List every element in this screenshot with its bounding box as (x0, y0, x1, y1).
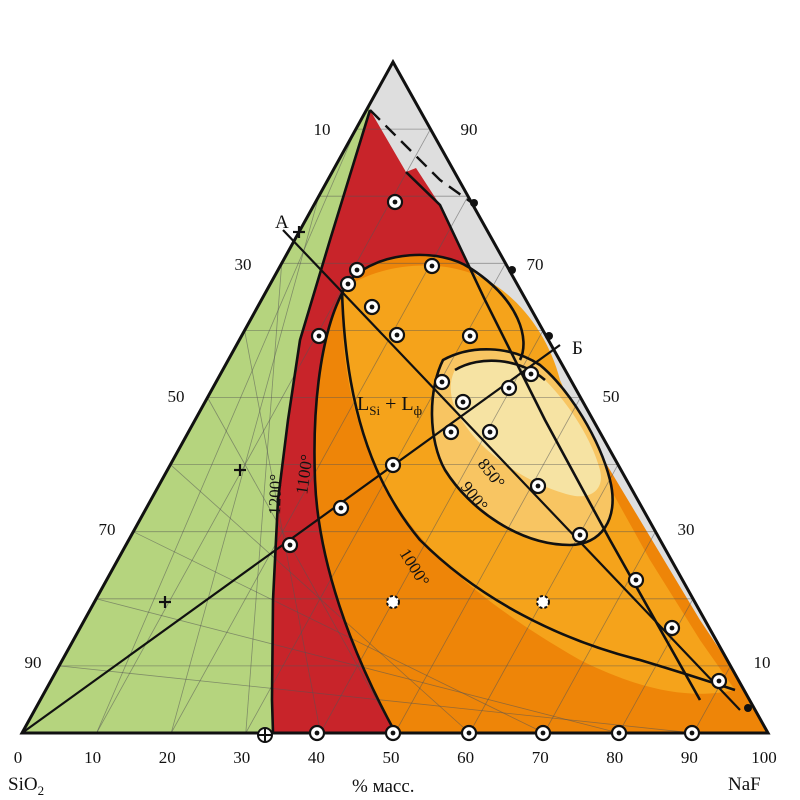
left-tick-label: 10 (314, 120, 331, 139)
experimental-point-center (392, 199, 398, 205)
right-tick-label: 10 (754, 653, 771, 672)
experimental-point-center (528, 371, 534, 377)
bottom-tick-label: 50 (383, 748, 400, 767)
experimental-point-center (669, 625, 675, 631)
experimental-point-center (390, 730, 396, 736)
experimental-point-center (354, 267, 360, 273)
isotherm-850-curve (430, 348, 614, 547)
right-tick-label: 90 (461, 120, 478, 139)
experimental-point-center (577, 532, 583, 538)
special-point (386, 595, 400, 609)
grid-line (394, 397, 581, 733)
left-tick-label: 30 (235, 255, 252, 274)
isotherm-1200-label: 1200° (265, 474, 285, 515)
right-tick-labels: 10 30 50 70 90 (461, 120, 771, 672)
experimental-point-center (429, 263, 435, 269)
bottom-tick-label: 80 (606, 748, 623, 767)
experimental-point-center (506, 385, 512, 391)
grid-line (207, 397, 396, 733)
dot-4 (744, 704, 752, 712)
bottom-tick-label: 20 (159, 748, 176, 767)
component-right-label: NaF (728, 774, 761, 795)
crossed-point-mark (258, 728, 272, 742)
experimental-point-center (540, 730, 546, 736)
right-tick-label: 70 (527, 255, 544, 274)
experimental-points (257, 193, 728, 743)
dot-2 (508, 266, 516, 274)
bottom-tick-label: 60 (457, 748, 474, 767)
experimental-point-center (287, 542, 293, 548)
left-tick-label: 70 (99, 520, 116, 539)
pale-yellow-region (450, 360, 601, 497)
experimental-point-center (633, 577, 639, 583)
isotherm-curves (270, 109, 736, 734)
bottom-tick-labels: 0 10 20 30 40 50 60 70 80 90 100 (14, 748, 777, 767)
isotherm-1000-curve (313, 253, 525, 733)
triangle-grid (59, 128, 731, 733)
experimental-point-center (535, 483, 541, 489)
experimental-point-center (460, 399, 466, 405)
field-label: LSi + Lф (357, 393, 422, 418)
boundary-dots (470, 199, 752, 712)
red-boundary (405, 171, 702, 701)
experimental-point-center (487, 429, 493, 435)
point-label-b: Б (572, 338, 583, 359)
liquidus-boundary (270, 109, 372, 734)
dashed-boundary (369, 109, 476, 206)
grid-line (543, 531, 656, 733)
grid-line (170, 464, 470, 733)
grid-line (59, 665, 694, 733)
experimental-point-center (390, 462, 396, 468)
bottom-tick-label: 70 (532, 748, 549, 767)
dot-3 (545, 332, 553, 340)
bottom-tick-label: 30 (233, 748, 250, 767)
special-point (536, 595, 550, 609)
experimental-point-center (369, 304, 375, 310)
experimental-point-center (716, 678, 722, 684)
grid-line (96, 598, 619, 733)
experimental-point-center (338, 505, 344, 511)
experimental-point-center (316, 333, 322, 339)
point-label-a: А (275, 212, 289, 233)
experimental-point-center (616, 730, 622, 736)
bottom-tick-label: 100 (751, 748, 777, 767)
grid-line (133, 531, 545, 733)
cross-markers (159, 226, 305, 608)
experimental-point-center (394, 332, 400, 338)
right-tick-label: 50 (603, 387, 620, 406)
bottom-tick-label: 40 (308, 748, 325, 767)
experimental-point-center (314, 730, 320, 736)
isotherm-900-curve (340, 289, 736, 692)
bottom-tick-label: 0 (14, 748, 23, 767)
right-tick-label: 30 (678, 520, 695, 539)
grid-line (245, 263, 506, 733)
experimental-point-center (345, 281, 351, 287)
experimental-point-center (689, 730, 695, 736)
component-left-label: SiO2 (8, 774, 44, 798)
experimental-point-center (448, 429, 454, 435)
left-tick-label: 90 (25, 653, 42, 672)
experimental-point-center (439, 379, 445, 385)
left-tick-labels: 90 70 50 30 10 (25, 120, 331, 672)
left-tick-label: 50 (168, 387, 185, 406)
bottom-tick-label: 90 (681, 748, 698, 767)
bottom-tick-label: 10 (84, 748, 101, 767)
section-line-ab (282, 229, 741, 711)
experimental-point-center (467, 333, 473, 339)
axis-unit-label: % масс. (352, 776, 415, 797)
experimental-point-center (466, 730, 472, 736)
dot-1 (470, 199, 478, 207)
